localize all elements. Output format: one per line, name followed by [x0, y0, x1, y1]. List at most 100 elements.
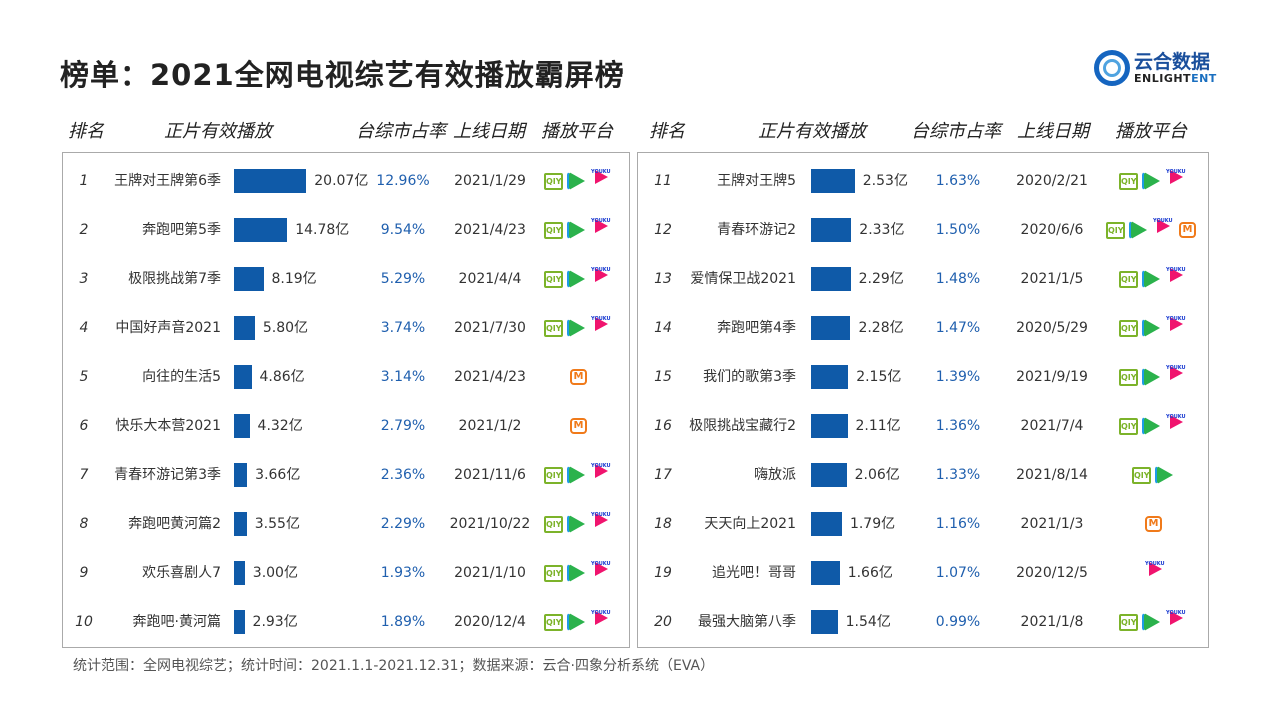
- iqiyi-icon: QIY: [544, 466, 563, 484]
- tencent-video-icon: [569, 172, 585, 190]
- table-row: 3 极限挑战第7季 8.19亿 5.29% 2021/4/4 QIY YOUKU: [63, 259, 629, 299]
- play-count-bar: [811, 316, 851, 340]
- iqiyi-icon: QIY: [1119, 172, 1138, 190]
- tencent-video-icon: [1144, 270, 1160, 288]
- table-row: 7 青春环游记第3季 3.66亿 2.36% 2021/11/6 QIY YOUKU: [63, 455, 629, 495]
- show-name: 王牌对王牌第6季: [114, 173, 221, 189]
- play-count: 2.29亿: [858, 271, 904, 287]
- table-row: 1 王牌对王牌第6季 20.07亿 12.96% 2021/1/29 QIY YOUKU: [63, 161, 629, 201]
- market-share: 1.36%: [935, 418, 981, 434]
- show-name: 向往的生活5: [142, 369, 221, 385]
- play-count: 2.53亿: [862, 173, 908, 189]
- release-date: 2021/1/8: [1020, 614, 1084, 630]
- play-count-bar: [811, 512, 842, 536]
- play-count-bar: [811, 169, 855, 193]
- release-date: 2020/6/6: [1020, 222, 1084, 238]
- platforms: QIY: [1132, 455, 1173, 495]
- play-count-bar: [811, 610, 838, 634]
- table-row: 19 追光吧！哥哥 1.66亿 1.07% 2020/12/5 YOUKU: [638, 553, 1208, 593]
- rank: 13: [654, 271, 672, 287]
- play-count: 1.66亿: [847, 565, 893, 581]
- play-count-bar: [234, 169, 307, 193]
- play-count: 20.07亿: [314, 173, 369, 189]
- table-row: 12 青春环游记2 2.33亿 1.50% 2020/6/6 QIY YOUKU M: [638, 210, 1208, 250]
- left-header-2: 台综市占率: [356, 121, 446, 142]
- enlightent-logo: 云合数据 ENLIGHTENT: [1094, 50, 1217, 86]
- platforms: QIY YOUKU: [544, 259, 611, 299]
- release-date: 2021/7/4: [1020, 418, 1084, 434]
- market-share: 3.14%: [380, 369, 426, 385]
- footer-note: 统计范围：全网电视综艺；统计时间：2021.1.1-2021.12.31；数据来…: [73, 658, 715, 674]
- rank: 15: [654, 369, 672, 385]
- platforms: QIY YOUKU: [1119, 161, 1186, 201]
- logo-ring-icon: [1094, 50, 1130, 86]
- release-date: 2020/2/21: [1016, 173, 1088, 189]
- play-count: 4.32亿: [257, 418, 303, 434]
- left-header-1: 正片有效播放: [164, 121, 272, 142]
- release-date: 2021/9/19: [1016, 369, 1088, 385]
- play-count: 1.79亿: [849, 516, 896, 532]
- platforms: QIY YOUKU: [544, 602, 611, 642]
- iqiyi-icon: QIY: [1119, 417, 1138, 435]
- iqiyi-icon: QIY: [1119, 319, 1138, 337]
- table-row: 15 我们的歌第3季 2.15亿 1.39% 2021/9/19 QIY YOUKU: [638, 357, 1208, 397]
- youku-icon: YOUKU: [1166, 169, 1186, 192]
- release-date: 2021/8/14: [1016, 467, 1088, 483]
- right-header-3: 上线日期: [1017, 121, 1089, 142]
- platforms: QIY YOUKU M: [1106, 210, 1196, 250]
- platforms: QIY YOUKU: [1119, 406, 1186, 446]
- table-row: 4 中国好声音2021 5.80亿 3.74% 2021/7/30 QIY YOUKU: [63, 308, 629, 348]
- play-count-bar: [811, 267, 851, 291]
- show-name: 青春环游记2: [717, 222, 796, 238]
- platforms: YOUKU: [1145, 553, 1165, 593]
- iqiyi-icon: QIY: [1106, 221, 1125, 239]
- rank: 7: [79, 467, 89, 483]
- market-share: 1.89%: [380, 614, 426, 630]
- table-row: 17 嗨放派 2.06亿 1.33% 2021/8/14 QIY: [638, 455, 1208, 495]
- play-count-bar: [811, 365, 849, 389]
- play-count: 3.55亿: [254, 516, 300, 532]
- youku-icon: YOUKU: [1166, 316, 1186, 339]
- table-row: 14 奔跑吧第4季 2.28亿 1.47% 2020/5/29 QIY YOUKU: [638, 308, 1208, 348]
- right-header-4: 播放平台: [1115, 121, 1187, 142]
- rank: 5: [79, 369, 89, 385]
- rank: 10: [75, 614, 93, 630]
- left-header-0: 排名: [68, 121, 104, 142]
- youku-icon: YOUKU: [1166, 267, 1186, 290]
- play-count: 2.06亿: [854, 467, 900, 483]
- play-count: 2.93亿: [252, 614, 298, 630]
- table-row: 2 奔跑吧第5季 14.78亿 9.54% 2021/4/23 QIY YOUKU: [63, 210, 629, 250]
- youku-icon: YOUKU: [591, 316, 611, 339]
- play-count-bar: [811, 218, 852, 242]
- tencent-video-icon: [569, 319, 585, 337]
- tencent-video-icon: [1131, 221, 1147, 239]
- show-name: 欢乐喜剧人7: [142, 565, 221, 581]
- platforms: QIY YOUKU: [1119, 259, 1186, 299]
- iqiyi-icon: QIY: [544, 564, 563, 582]
- play-count-bar: [234, 512, 247, 536]
- right-header-1: 正片有效播放: [758, 121, 866, 142]
- play-count-bar: [234, 218, 288, 242]
- tencent-video-icon: [1144, 319, 1160, 337]
- play-count-bar: [234, 316, 255, 340]
- tencent-video-icon: [1157, 466, 1173, 484]
- release-date: 2021/1/2: [458, 418, 522, 434]
- platforms: M: [570, 406, 587, 446]
- youku-icon: YOUKU: [1166, 610, 1186, 633]
- mango-tv-icon: M: [570, 369, 587, 385]
- left-header-3: 上线日期: [453, 121, 525, 142]
- play-count-bar: [234, 365, 252, 389]
- release-date: 2021/1/10: [454, 565, 526, 581]
- market-share: 1.33%: [935, 467, 981, 483]
- show-name: 快乐大本营2021: [115, 418, 221, 434]
- show-name: 中国好声音2021: [115, 320, 221, 336]
- market-share: 1.63%: [935, 173, 981, 189]
- play-count-bar: [811, 463, 847, 487]
- show-name: 奔跑吧·黄河篇: [132, 614, 221, 630]
- release-date: 2021/4/23: [454, 222, 526, 238]
- play-count-bar: [811, 414, 848, 438]
- play-count-bar: [234, 561, 245, 585]
- rank: 1: [79, 173, 89, 189]
- market-share: 1.07%: [935, 565, 981, 581]
- market-share: 1.16%: [935, 516, 981, 532]
